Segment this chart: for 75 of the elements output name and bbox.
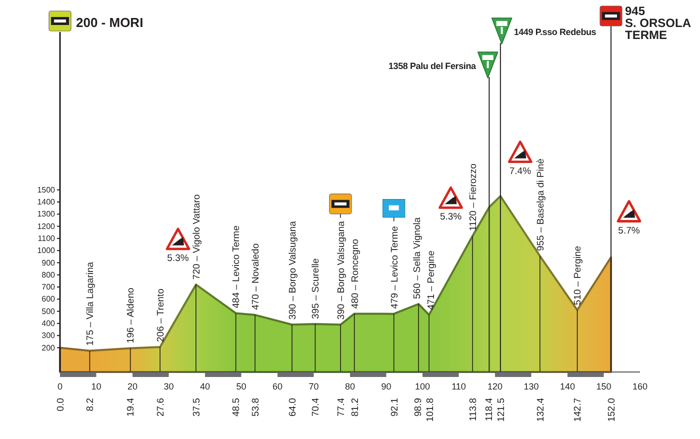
x2-tick-label: 37.5 bbox=[191, 398, 202, 416]
x-tick-label: 40 bbox=[200, 381, 210, 392]
x-tick-label: 0 bbox=[57, 381, 63, 392]
annotation: 955 – Baselga di Pinè bbox=[535, 158, 546, 252]
x-tick-label: 130 bbox=[524, 381, 539, 392]
annotation: 196 – Aldeno bbox=[126, 288, 137, 344]
ref-line-label: 945 S. ORSOLA TERME bbox=[625, 4, 692, 42]
x-tick-label: 150 bbox=[596, 381, 612, 392]
y-tick-label: 1100 bbox=[38, 234, 56, 243]
y-tick-label: 900 bbox=[42, 258, 56, 268]
x-tick-label: 100 bbox=[414, 381, 430, 392]
annotation: 1120 – Fierozzo bbox=[468, 164, 479, 231]
y-tick-label: 1300 bbox=[37, 210, 56, 219]
x2-tick-label: 19.4 bbox=[126, 398, 137, 416]
x2-tick-label: 64.0 bbox=[287, 398, 298, 416]
ref-line-label: 1449 P.sso Redebus bbox=[514, 27, 596, 37]
x2-tick-label: 121.5 bbox=[496, 398, 508, 422]
annotation: 395 – Scurelle bbox=[310, 258, 322, 320]
annotation: 175 – Villa Lagarina bbox=[85, 261, 96, 346]
y-tick-label: 600 bbox=[42, 294, 56, 304]
x2-tick-label: 101.8 bbox=[425, 398, 436, 422]
x2-tick-label: 152.0 bbox=[606, 398, 618, 422]
y-tick-label: 200 bbox=[42, 343, 56, 352]
x-tick-label: 60 bbox=[272, 381, 283, 392]
y-tick-label: 700 bbox=[42, 282, 56, 292]
y-tick-label: 1400 bbox=[37, 198, 56, 207]
annotation: 5.7% bbox=[618, 225, 640, 236]
y-tick-label: 1000 bbox=[37, 246, 56, 256]
x-tick-label: 140 bbox=[560, 381, 576, 392]
annotation: 720 – Vigolo Vattaro bbox=[191, 194, 202, 280]
x2-tick-label: 77.4 bbox=[336, 398, 347, 416]
x-tick-label: 20 bbox=[127, 381, 138, 392]
x2-tick-label: 8.2 bbox=[85, 398, 96, 412]
annotation: 390 – Borgo Valsugana bbox=[287, 220, 298, 320]
annotation: 560 – Sella Vignola bbox=[412, 216, 424, 299]
annotation: 484 – Levico Terme bbox=[231, 225, 242, 308]
x-tick-label: 30 bbox=[164, 381, 174, 392]
x2-tick-label: 0.0 bbox=[55, 398, 66, 412]
x-tick-label: 80 bbox=[344, 381, 356, 392]
x-tick-label: 160 bbox=[632, 381, 648, 392]
x2-tick-label: 92.1 bbox=[389, 398, 400, 416]
x2-tick-label: 81.2 bbox=[350, 398, 361, 416]
annotation: 471 – Pergine bbox=[426, 250, 438, 310]
x2-tick-label: 53.8 bbox=[250, 398, 262, 416]
y-tick-label: 300 bbox=[42, 331, 56, 340]
text: 200 - MORI bbox=[76, 15, 144, 30]
x2-tick-label: 118.4 bbox=[484, 398, 496, 422]
x-tick-label: 90 bbox=[381, 381, 392, 392]
annotation: 5.3% bbox=[167, 252, 190, 264]
annotation: 479 – Levico Terme bbox=[389, 226, 400, 309]
y-tick-label: 800 bbox=[42, 270, 56, 280]
x-tick-label: 70 bbox=[308, 381, 319, 392]
y-tick-label: 500 bbox=[42, 306, 56, 316]
x2-tick-label: 27.6 bbox=[155, 398, 166, 416]
ref-line-label: 1358 Palu del Fersina bbox=[388, 61, 477, 71]
x2-tick-label: 132.4 bbox=[535, 398, 546, 422]
x2-tick-label: 113.8 bbox=[468, 398, 479, 422]
x2-tick-label: 142.7 bbox=[572, 398, 584, 422]
x-tick-label: 110 bbox=[452, 381, 466, 392]
y-tick-label: 1500 bbox=[37, 185, 56, 194]
annotation: 470 – Novaledo bbox=[250, 243, 262, 310]
annotation: 390 – Borgo Valsugana bbox=[336, 220, 347, 320]
x-tick-label: 10 bbox=[91, 381, 102, 392]
x2-tick-label: 48.5 bbox=[231, 398, 242, 416]
annotation: 510 – Pergine bbox=[572, 246, 584, 306]
x-tick-label: 50 bbox=[236, 381, 246, 392]
y-tick-label: 1200 bbox=[37, 222, 56, 231]
x2-tick-label: 98.9 bbox=[413, 398, 424, 416]
annotation: 206 – Trento bbox=[155, 288, 166, 342]
annotation: 5.3% bbox=[440, 212, 462, 223]
annotation: 480 – Roncegno bbox=[350, 238, 361, 309]
annotation: 7.4% bbox=[509, 166, 532, 177]
y-tick-label: 400 bbox=[42, 318, 56, 328]
x2-tick-label: 70.4 bbox=[310, 398, 322, 416]
x-tick-label: 120 bbox=[487, 381, 503, 392]
